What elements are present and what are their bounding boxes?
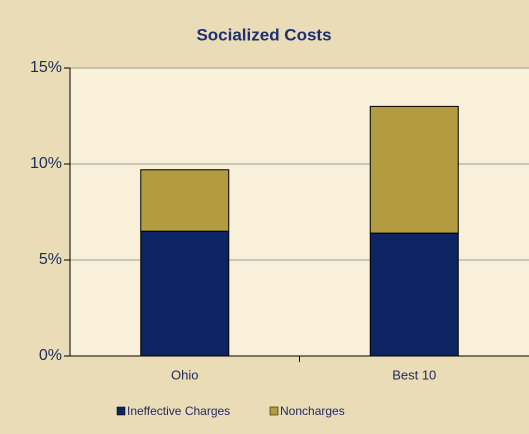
- y-tick-label: 0%: [39, 347, 62, 364]
- plot-area: [70, 68, 529, 356]
- legend-swatch: [269, 406, 279, 416]
- bar-segment: [369, 232, 459, 357]
- legend-swatch: [116, 406, 126, 416]
- bar-segment: [369, 105, 459, 234]
- x-tick-label: Best 10: [392, 367, 436, 382]
- y-tick-label: 10%: [30, 155, 62, 172]
- bar-segment: [140, 230, 230, 357]
- legend-label: Ineffective Charges: [127, 404, 230, 418]
- bar-segment: [140, 169, 230, 232]
- x-tick-label: Ohio: [171, 367, 198, 382]
- y-tick-label: 5%: [39, 251, 62, 268]
- y-tick-label: 15%: [30, 59, 62, 76]
- chart-title: Socialized Costs: [196, 25, 331, 44]
- legend-label: Noncharges: [280, 404, 345, 418]
